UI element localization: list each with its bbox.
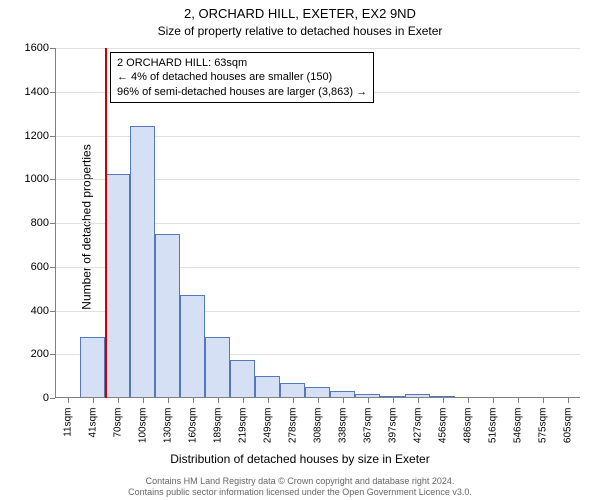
- plot-area: 2 ORCHARD HILL: 63sqm← 4% of detached ho…: [55, 48, 580, 398]
- x-tick: [493, 398, 494, 403]
- x-tick-label: 575sqm: [537, 408, 548, 458]
- footer-line2: Contains public sector information licen…: [0, 487, 600, 498]
- x-tick: [268, 398, 269, 403]
- x-tick: [118, 398, 119, 403]
- x-tick-label: 605sqm: [562, 408, 573, 458]
- chart-title-main: 2, ORCHARD HILL, EXETER, EX2 9ND: [0, 6, 600, 21]
- x-tick-label: 338sqm: [337, 408, 348, 458]
- x-tick-label: 70sqm: [112, 408, 123, 458]
- histogram-bar: [230, 360, 255, 398]
- annotation-line: ← 4% of detached houses are smaller (150…: [117, 70, 367, 84]
- y-tick-label: 1400: [9, 86, 49, 98]
- x-tick-label: 546sqm: [512, 408, 523, 458]
- x-tick: [393, 398, 394, 403]
- y-axis: [55, 48, 56, 398]
- x-axis-label: Distribution of detached houses by size …: [0, 452, 600, 466]
- chart-container: 2, ORCHARD HILL, EXETER, EX2 9ND Size of…: [0, 0, 600, 500]
- x-tick-label: 249sqm: [262, 408, 273, 458]
- x-tick: [518, 398, 519, 403]
- x-tick: [193, 398, 194, 403]
- x-tick-label: 456sqm: [437, 408, 448, 458]
- property-marker-line: [105, 48, 107, 398]
- chart-title-sub: Size of property relative to detached ho…: [0, 24, 600, 38]
- y-tick-label: 600: [9, 261, 49, 273]
- histogram-bar: [80, 337, 105, 398]
- x-tick: [93, 398, 94, 403]
- annotation-line: 96% of semi-detached houses are larger (…: [117, 85, 367, 99]
- y-tick: [50, 398, 55, 399]
- footer-attribution: Contains HM Land Registry data © Crown c…: [0, 476, 600, 498]
- x-tick-label: 308sqm: [312, 408, 323, 458]
- x-tick: [368, 398, 369, 403]
- x-tick-label: 41sqm: [87, 408, 98, 458]
- x-tick-label: 516sqm: [487, 408, 498, 458]
- x-tick-label: 486sqm: [462, 408, 473, 458]
- x-tick: [343, 398, 344, 403]
- x-tick: [468, 398, 469, 403]
- x-tick: [293, 398, 294, 403]
- footer-line1: Contains HM Land Registry data © Crown c…: [0, 476, 600, 487]
- x-tick-label: 189sqm: [212, 408, 223, 458]
- histogram-bar: [280, 383, 305, 398]
- x-tick: [243, 398, 244, 403]
- y-tick-label: 1200: [9, 130, 49, 142]
- histogram-bar: [155, 234, 180, 398]
- y-tick-label: 400: [9, 305, 49, 317]
- histogram-bar: [130, 126, 155, 398]
- x-tick: [568, 398, 569, 403]
- grid-line: [55, 48, 580, 49]
- x-tick: [143, 398, 144, 403]
- x-tick-label: 367sqm: [362, 408, 373, 458]
- x-tick: [318, 398, 319, 403]
- y-tick-label: 0: [9, 392, 49, 404]
- y-tick-label: 1000: [9, 173, 49, 185]
- x-tick: [443, 398, 444, 403]
- x-tick-label: 100sqm: [137, 408, 148, 458]
- x-tick-label: 427sqm: [412, 408, 423, 458]
- y-tick-label: 800: [9, 217, 49, 229]
- x-axis: [55, 397, 580, 398]
- x-tick: [418, 398, 419, 403]
- x-tick-label: 278sqm: [287, 408, 298, 458]
- y-tick-label: 200: [9, 348, 49, 360]
- x-tick-label: 397sqm: [387, 408, 398, 458]
- histogram-bar: [180, 295, 205, 398]
- y-tick-label: 1600: [9, 42, 49, 54]
- annotation-box: 2 ORCHARD HILL: 63sqm← 4% of detached ho…: [110, 52, 374, 103]
- histogram-bar: [205, 337, 230, 398]
- x-tick-label: 11sqm: [62, 408, 73, 458]
- annotation-line: 2 ORCHARD HILL: 63sqm: [117, 56, 367, 70]
- histogram-bar: [255, 376, 280, 398]
- x-tick-label: 130sqm: [162, 408, 173, 458]
- x-tick: [218, 398, 219, 403]
- x-tick: [68, 398, 69, 403]
- x-tick: [168, 398, 169, 403]
- x-tick-label: 219sqm: [237, 408, 248, 458]
- x-tick: [543, 398, 544, 403]
- histogram-bar: [105, 174, 130, 398]
- x-tick-label: 160sqm: [187, 408, 198, 458]
